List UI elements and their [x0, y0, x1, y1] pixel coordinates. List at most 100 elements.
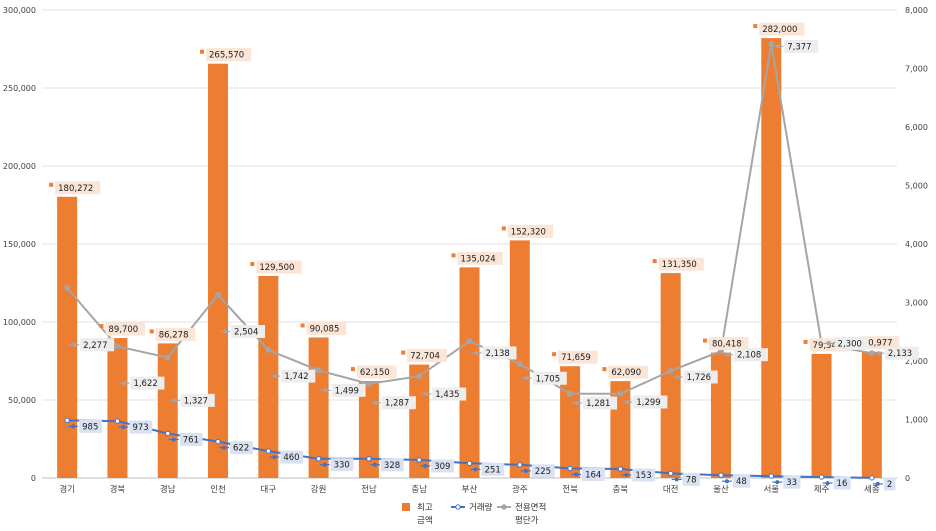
bar: [761, 38, 782, 478]
bar-value-label-box: [608, 365, 648, 379]
point-volume: [517, 462, 523, 468]
volume-value-label: 460: [283, 453, 299, 463]
category-label: 경남: [160, 484, 176, 495]
volume-value-label-marker-dot: [272, 455, 277, 460]
bar: [459, 267, 480, 478]
volume-value-label-marker-dot: [121, 425, 126, 430]
price-per-area-value-label-marker-dot: [172, 398, 177, 403]
bar-value-label-box: [558, 350, 598, 364]
volume-value-label: 985: [82, 422, 98, 432]
bar-value-label: 131,350: [662, 260, 697, 270]
price-per-area-value-label: 1,435: [435, 390, 459, 400]
right-axis-tick-label: 8,000: [905, 6, 928, 15]
bar-value-label-box: [457, 251, 503, 265]
bar: [208, 63, 229, 478]
category-label: 경기: [59, 484, 75, 495]
price-per-area-value-label-marker-dot: [373, 400, 378, 405]
bar-value-label-box: [55, 181, 101, 195]
volume-value-label: 328: [384, 461, 400, 471]
volume-value-label-marker-dot: [523, 468, 528, 473]
bar-value-label-marker: [803, 339, 808, 344]
point-volume: [768, 473, 774, 479]
bar: [710, 352, 731, 478]
category-label: 부산: [462, 484, 478, 495]
bar-value-label-box: [658, 257, 704, 271]
bar-value-label-marker: [350, 367, 355, 372]
bar-value-label-box: [306, 321, 347, 335]
point-price-per-area: [215, 291, 222, 298]
price-per-area-value-label-box: [281, 369, 316, 383]
category-label: 대구: [261, 485, 277, 495]
volume-value-label: 251: [485, 465, 501, 475]
point-volume: [366, 456, 372, 462]
bar-value-label-box: [356, 365, 397, 379]
price-per-area-value-label-box: [784, 39, 819, 53]
price-per-area-value-label: 1,287: [385, 399, 409, 409]
price-per-area-value-label: 2,504: [234, 328, 258, 338]
volume-value-label-marker-dot: [372, 462, 377, 467]
price-per-area-value-label-marker-dot: [122, 381, 127, 386]
price-per-area-value-label-box: [683, 370, 718, 384]
price-per-area-value-label-marker-dot: [826, 341, 831, 346]
point-volume: [466, 460, 473, 467]
point-price-per-area: [164, 354, 171, 361]
category-label: 전남: [361, 484, 377, 495]
volume-value-label-box: [330, 458, 354, 472]
price-per-area-value-label: 2,300: [838, 339, 862, 349]
price-per-area-value-label: 1,705: [536, 374, 560, 384]
bar-value-label: 72,704: [410, 352, 440, 362]
bar-value-label-marker: [451, 253, 456, 258]
legend-label: 거래량: [469, 502, 493, 513]
category-label: 인천: [210, 484, 226, 495]
volume-value-label: 330: [334, 461, 350, 471]
volume-value-label-box: [179, 432, 203, 446]
point-price-per-area: [617, 390, 624, 397]
category-label: 강원: [311, 484, 327, 495]
volume-value-label: 153: [635, 471, 651, 481]
bar: [509, 240, 530, 478]
right-axis-tick-label: 3,000: [905, 299, 928, 308]
category-label: 울산: [713, 484, 729, 495]
volume-value-label-box: [632, 468, 656, 482]
price-per-area-value-label-box: [180, 393, 215, 407]
volume-value-label-box: [481, 462, 505, 476]
bar-value-label-box: [507, 224, 553, 238]
price-per-area-value-label: 2,133: [888, 349, 912, 359]
left-axis-tick-label: 300,000: [3, 6, 36, 15]
price-per-area-value-label-marker-dot: [223, 329, 228, 334]
legend-label: 최고: [417, 502, 433, 513]
bar-value-label: 152,320: [511, 227, 546, 237]
bar-value-label: 180,272: [58, 184, 93, 194]
price-per-area-value-label-box: [130, 376, 165, 390]
legend-swatch-marker: [455, 504, 461, 510]
left-axis-tick-label: 100,000: [3, 318, 36, 327]
point-volume: [869, 475, 875, 481]
price-per-area-value-label: 1,499: [335, 386, 359, 396]
bar-value-label-box: [759, 22, 805, 36]
bar-value-label: 90,085: [310, 324, 340, 334]
price-per-area-value-label-marker-dot: [424, 392, 429, 397]
point-price-per-area: [768, 40, 775, 47]
bar-value-label-box: [407, 349, 447, 363]
point-price-per-area: [466, 338, 473, 345]
bar-value-label-box: [105, 322, 146, 336]
legend-swatch-bar: [402, 503, 410, 511]
bar-value-label: 62,150: [360, 368, 390, 378]
point-volume: [215, 438, 221, 445]
bar-value-label-marker: [300, 323, 305, 328]
legend-swatch-marker: [501, 504, 507, 510]
bar: [107, 338, 128, 478]
bar: [358, 381, 379, 478]
price-per-area-value-label-marker-dot: [776, 44, 781, 49]
price-per-area-value-label-box: [633, 395, 668, 409]
volume-value-label-box: [531, 464, 555, 478]
volume-value-label: 2: [887, 480, 892, 490]
right-axis-tick-label: 6,000: [905, 123, 928, 132]
category-label: 전북: [562, 484, 578, 495]
price-per-area-value-label-box: [884, 346, 919, 360]
bar-value-label: 135,024: [461, 254, 496, 264]
right-axis-tick-label: 2,000: [905, 357, 928, 366]
volume-value-label-box: [380, 458, 404, 472]
